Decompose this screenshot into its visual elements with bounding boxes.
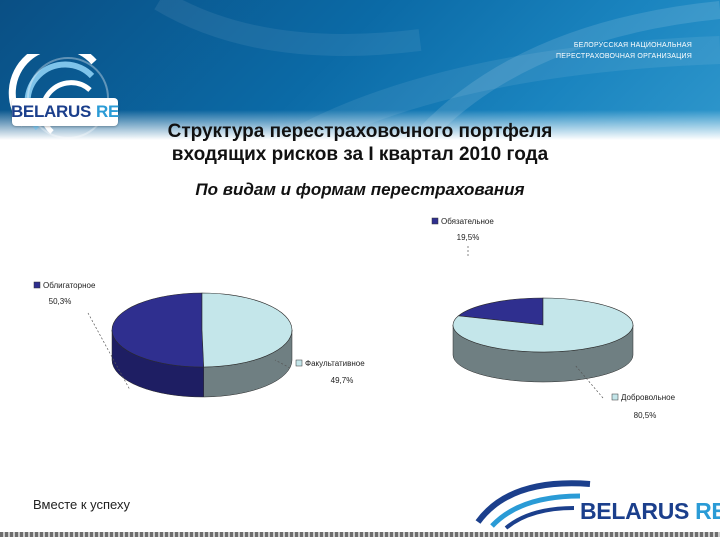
pie2-leader-line-2 [574,364,604,399]
footer-slogan: Вместе к успеху [33,497,130,512]
organization-name: БЕЛОРУССКАЯ НАЦИОНАЛЬНАЯ ПЕРЕСТРАХОВОЧНА… [432,40,692,62]
pie2-slice-value-2: 80,5% [634,411,657,420]
pie1-slice-label-2: Факультативное [305,359,365,368]
slide-title-line2: входящих рисков за I квартал 2010 года [171,144,549,165]
footer-logo-word-belarus: BELARUS [580,498,690,524]
pie1-leader-line-2 [274,359,291,369]
header-fade [0,110,720,140]
bottom-stripe [0,532,720,537]
footer-logo-text: BELARUS RE [580,498,720,525]
footer-logo-word-re: RE [695,498,720,524]
header-logo-word-belarus: BELARUS [10,102,92,121]
pie2-slice-label-2: Добровольное [621,393,676,402]
header-logo-word-re: RE [96,102,120,121]
pie1-slice-1 [111,292,205,368]
slide-title: Структура перестраховочного портфеля вхо… [150,120,570,166]
pie2-slice-2 [452,297,634,353]
slide-title-line1: Структура перестраховочного портфеля [167,121,553,142]
slide-subtitle: По видам и формам перестрахования [195,180,525,199]
pie1-slice-value-2: 49,7% [331,376,354,385]
org-name-line2: ПЕРЕСТРАХОВОЧНАЯ ОРГАНИЗАЦИЯ [556,53,692,60]
pie2-slice-label-1: Обязательное [441,217,494,226]
pie1-slice-2 [201,292,293,368]
pie1-slice-label-1: Облигаторное [43,281,96,290]
pie1-leader-line-1 [87,312,131,391]
pie2-legend-marker-2 [611,393,619,401]
pie1-legend-marker-2 [295,359,303,367]
header-banner [0,0,720,140]
header-logo-badge: BELARUS RE [10,98,120,126]
pie2-legend-marker-1 [431,217,439,225]
globe-swirl-logo-icon [8,54,109,139]
org-name-line1: БЕЛОРУССКАЯ НАЦИОНАЛЬНАЯ [573,42,692,49]
pie2-slice-value-1: 19,5% [457,233,480,242]
pie1-legend-marker-1 [33,281,41,289]
pie2-slice-1 [457,297,544,326]
pie-charts: Облигаторное 50,3% Факультативное 49,7% Обяз… [33,217,676,420]
pie1-slice-value-1: 50,3% [49,297,72,306]
footer-swirl-logo-icon [475,480,591,530]
